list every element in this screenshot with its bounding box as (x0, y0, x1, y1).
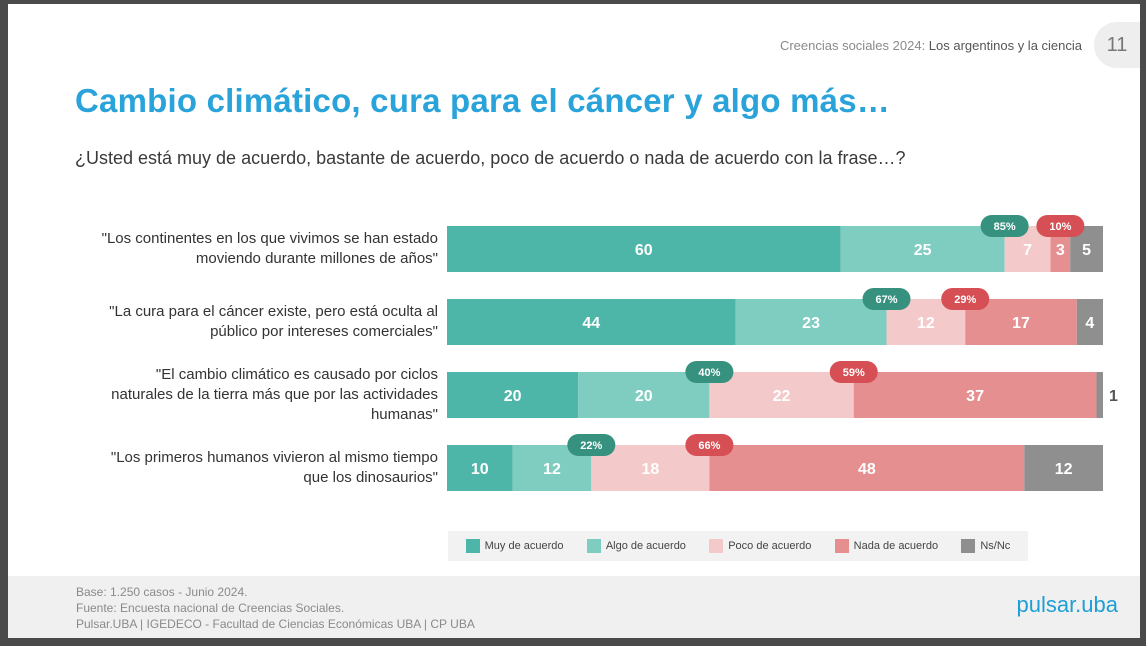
legend-swatch (834, 539, 849, 553)
agree-total-badge (567, 434, 616, 456)
data-label: 23 (802, 315, 820, 332)
legend-label: Algo de acuerdo (605, 540, 686, 552)
footer-base: Base: 1.250 casos - Junio 2024. (76, 585, 248, 599)
pulsar-uba-logo[interactable]: pulsar.uba (1016, 592, 1118, 617)
slide: Creencias sociales 2024: Los argentinos … (8, 4, 1140, 638)
row-label: "Los continentes en los que vivimos se h… (18, 229, 438, 269)
legend-label: Ns/Nc (980, 540, 1011, 552)
bar-segment (578, 372, 710, 418)
data-label: 10 (471, 461, 489, 478)
data-label: 4 (1085, 315, 1094, 332)
bar-segment (1050, 226, 1071, 272)
bar-segment (1076, 299, 1103, 345)
stacked-bar-chart: 60 25 7 3 5 85% 10% 44 23 12 17 4 67% 29% 20 20 22 37 1 40%… (447, 215, 1118, 491)
data-label: 22 (773, 388, 791, 405)
disagree-total-badge (941, 288, 990, 310)
agree-total-label: 67% (876, 294, 898, 306)
data-label: 20 (635, 388, 653, 405)
disagree-total-label: 29% (954, 294, 976, 306)
row-label: "La cura para el cáncer existe, pero est… (18, 302, 438, 342)
legend-swatch (465, 539, 480, 553)
disagree-total-badge (829, 361, 878, 383)
bar-segment (709, 372, 854, 418)
row-label-line: humanas" (370, 406, 438, 423)
row-label-line: "Los primeros humanos vivieron al mismo … (110, 449, 438, 466)
data-label: 12 (543, 461, 561, 478)
legend-swatch (586, 539, 601, 553)
page-title: Cambio climático, cura para el cáncer y … (75, 82, 890, 119)
row-label-line: "Los continentes en los que vivimos se h… (101, 230, 438, 247)
page-subtitle: ¿Usted está muy de acuerdo, bastante de … (75, 148, 906, 168)
agree-total-label: 40% (698, 367, 720, 379)
bar-segment (735, 299, 887, 345)
bar-segment (447, 299, 736, 345)
chart-legend: Muy de acuerdo Algo de acuerdo Poco de acu… (448, 531, 1028, 561)
bar-segment (1024, 445, 1103, 491)
legend-item: Nada de acuerdo (834, 539, 939, 553)
legend-label: Muy de acuerdo (484, 540, 564, 552)
agree-total-label: 85% (994, 221, 1016, 233)
bar-segment (853, 372, 1097, 418)
bar-segment (447, 372, 579, 418)
data-label: 25 (914, 242, 932, 259)
agree-total-badge (862, 288, 911, 310)
row-label-line: "El cambio climático es causado por cicl… (155, 366, 438, 383)
legend-item: Poco de acuerdo (709, 539, 811, 553)
disagree-total-label: 66% (698, 440, 720, 452)
data-label: 60 (635, 242, 653, 259)
row-label-line: que los dinosaurios" (303, 469, 438, 486)
agree-total-label: 22% (580, 440, 602, 452)
row-label-line: naturales de la tierra más que por las a… (111, 386, 438, 403)
disagree-total-label: 10% (1049, 221, 1071, 233)
data-label: 37 (966, 388, 984, 405)
legend-item: Ns/Nc (961, 539, 1010, 553)
row-label-line: moviendo durante millones de años" (195, 250, 438, 267)
data-label: 12 (917, 315, 935, 332)
data-label: 5 (1082, 242, 1091, 259)
legend-swatch (709, 539, 724, 553)
data-label: 1 (1109, 388, 1118, 405)
report-source-title: Creencias sociales 2024: Los argentinos … (779, 38, 1082, 53)
row-label-line: "La cura para el cáncer existe, pero est… (109, 303, 438, 320)
bar-segment (447, 226, 841, 272)
legend-item: Algo de acuerdo (586, 539, 686, 553)
bar-segment (840, 226, 1005, 272)
row-label: "Los primeros humanos vivieron al mismo … (18, 448, 438, 488)
data-label: 48 (858, 461, 876, 478)
data-label: 3 (1056, 242, 1065, 259)
data-label: 7 (1023, 242, 1032, 259)
data-label: 17 (1012, 315, 1030, 332)
data-label: 12 (1055, 461, 1073, 478)
legend-label: Nada de acuerdo (853, 540, 939, 552)
row-label: "El cambio climático es causado por cicl… (18, 365, 438, 425)
disagree-total-badge (685, 434, 734, 456)
data-label: 44 (582, 315, 600, 332)
footer-credits: Pulsar.UBA | IGEDECO - Facultad de Cienc… (76, 617, 475, 631)
legend-label: Poco de acuerdo (728, 540, 812, 552)
legend-swatch (961, 539, 976, 553)
disagree-total-label: 59% (843, 367, 865, 379)
legend-item: Muy de acuerdo (465, 539, 564, 553)
footer-notes: Base: 1.250 casos - Junio 2024. Fuente: … (76, 584, 475, 632)
page-number: 11 (1094, 22, 1140, 68)
bar-segment (447, 445, 513, 491)
footer: Base: 1.250 casos - Junio 2024. Fuente: … (8, 576, 1140, 638)
agree-total-badge (980, 215, 1029, 237)
disagree-total-badge (1036, 215, 1085, 237)
data-label: 20 (504, 388, 522, 405)
bar-segment (709, 445, 1025, 491)
row-label-line: público por intereses comerciales" (210, 323, 438, 340)
bar-segment (1096, 372, 1103, 418)
agree-total-badge (685, 361, 734, 383)
data-label: 18 (641, 461, 659, 478)
footer-source: Fuente: Encuesta nacional de Creencias S… (76, 601, 345, 615)
